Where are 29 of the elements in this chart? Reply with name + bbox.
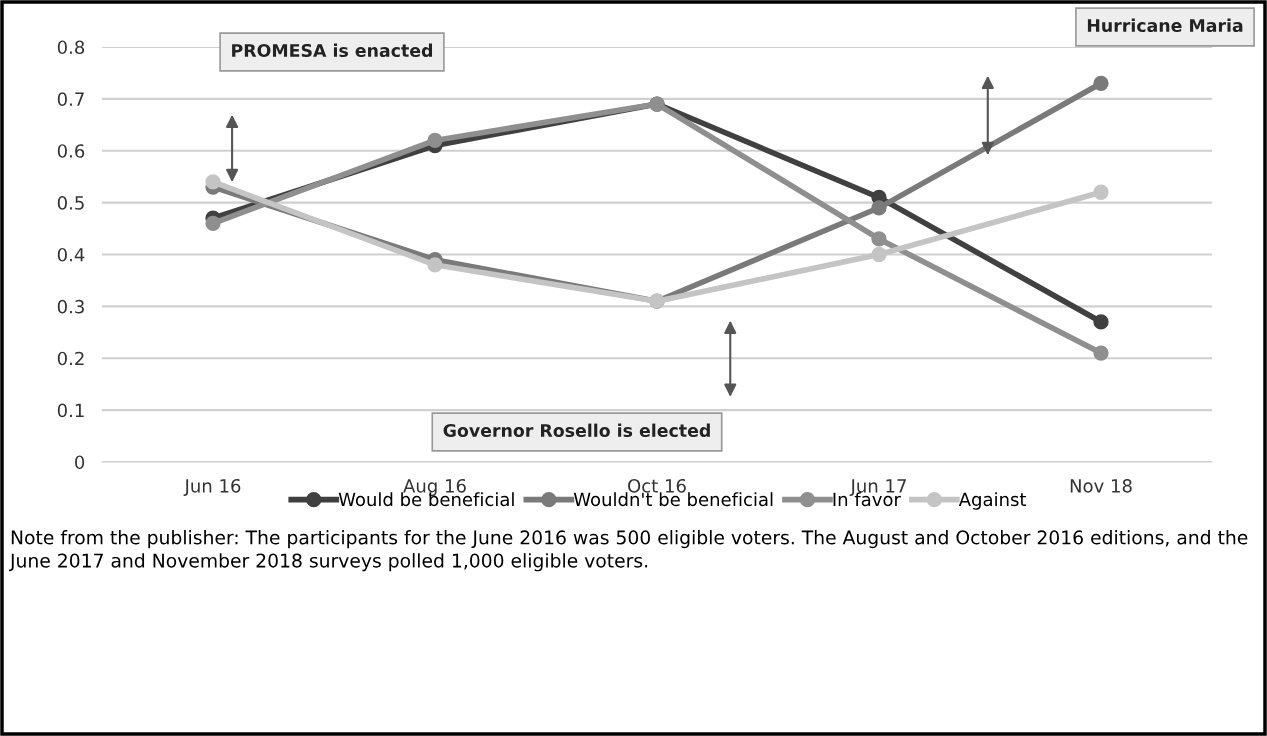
text: Note from the publisher: The participants for the June 2016 was 500 eligible voters. The August and October 2016 editions, and the June 2017 and November 2018 surveys polled 1,000 eligible voters. [9,530,1248,572]
point [427,132,443,149]
y-tick-label: 0.6 [57,144,85,158]
point [1093,314,1109,330]
y-tick-label: 0.8 [57,40,85,55]
x-tick-label: Nov 18 [1070,478,1132,493]
y-tick-label: 0.3 [57,299,84,314]
text: Hurricane Maria [1087,18,1243,33]
legend-label: Against [958,492,1027,510]
point [427,257,443,273]
annotation: Governor Rosello is elected [443,423,710,438]
y-tick-label: 0.5 [57,196,84,210]
y-tick-label: 0.4 [57,247,85,262]
point [1093,345,1109,361]
legend-label: Wouldn't be beneficial [573,492,773,507]
annotation: PROMESA is enacted [232,43,433,58]
point [1093,184,1109,200]
y-tick-label: 0.1 [57,403,84,418]
y-tick-label: 0 [75,455,85,470]
y-tick-label: 0.2 [57,351,84,366]
x-tick-label: Jun 16 [183,478,241,496]
point [871,246,887,263]
point [871,200,887,216]
point [871,231,887,247]
point [205,215,221,232]
x-tick-label: Oct 16 [628,478,686,493]
point [1093,75,1109,91]
y-tick-label: 0.7 [57,92,84,106]
point [205,174,221,190]
